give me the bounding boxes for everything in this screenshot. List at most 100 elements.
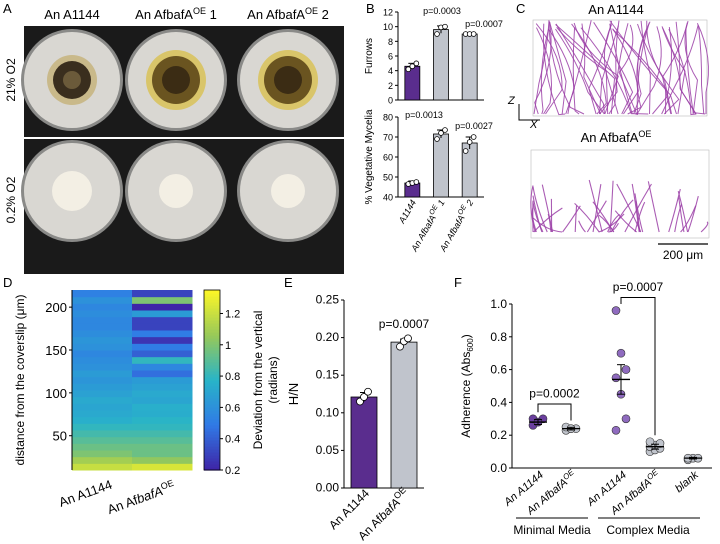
heatmap-cell	[72, 450, 133, 458]
y-tick-label: 4	[388, 66, 393, 76]
fiber	[555, 28, 605, 115]
colorbar-segment	[204, 305, 220, 309]
y-tick-label: 100	[45, 386, 67, 401]
heatmap-cell	[132, 396, 193, 404]
colorbar-segment	[204, 338, 220, 342]
colorbar-segment	[204, 317, 220, 321]
heatmap-cell	[132, 390, 193, 398]
data-point	[466, 139, 473, 145]
heatmap-cell	[72, 323, 133, 331]
heatmap-cell	[72, 350, 133, 358]
colorbar-segment	[204, 443, 220, 447]
colorbar-segment	[204, 290, 220, 294]
plate-2-2	[125, 140, 227, 242]
fiber	[612, 29, 667, 115]
colorbar-segment	[204, 335, 220, 339]
data-point	[621, 414, 631, 424]
panel-label-a: A	[3, 1, 12, 16]
fiber	[668, 28, 697, 116]
heatmap-cell	[72, 436, 133, 444]
colorbar-segment	[204, 314, 220, 318]
heatmap-cell	[132, 430, 193, 438]
fiber	[652, 27, 672, 115]
y-tick-label: 80	[383, 113, 393, 123]
heatmap-cell	[132, 303, 193, 311]
heatmap-cell	[72, 396, 133, 404]
colorbar-segment	[204, 419, 220, 423]
heatmap-cell	[72, 456, 133, 464]
heatmap-cell	[72, 430, 133, 438]
plate-2-1	[21, 140, 123, 242]
colorbar-segment	[204, 407, 220, 411]
fiber	[627, 28, 648, 115]
panel-label-e: E	[284, 275, 293, 290]
heatmap-cell	[132, 363, 193, 371]
y-tick-label: 0.0	[490, 461, 507, 475]
heatmap-cell	[132, 356, 193, 364]
colorbar-segment	[204, 428, 220, 432]
y-tick-label: 50	[53, 429, 67, 444]
fiber	[532, 217, 563, 233]
y-tick-label: 0.05	[316, 443, 340, 457]
heatmap-cell	[132, 290, 193, 298]
heatmap-cell	[132, 370, 193, 378]
heatmap-cell	[132, 383, 193, 391]
colorbar-segment	[204, 431, 220, 435]
y-tick-label: 0.6	[490, 363, 507, 377]
strain-title-1: An A1144	[44, 7, 99, 22]
colorbar-segment	[204, 422, 220, 426]
heatmap-cell	[72, 403, 133, 411]
heatmap-cell	[72, 343, 133, 351]
colorbar-segment	[204, 467, 220, 471]
y-tick-label: 70	[383, 133, 393, 143]
f-group-label-1: Minimal Media	[513, 523, 591, 537]
colorbar-segment	[204, 296, 220, 300]
colorbar-segment	[204, 461, 220, 465]
heatmap-cell	[132, 456, 193, 464]
heatmap-cell	[72, 390, 133, 398]
panel-a: An A1144 An AfbafAOE 1 An AfbafAOE 2 21%…	[4, 6, 344, 274]
heatmap-cell	[132, 343, 193, 351]
y-tick-label: 0.8	[490, 330, 507, 344]
colorbar-segment	[204, 341, 220, 345]
fiber	[697, 26, 705, 115]
heatmap-cell	[72, 330, 133, 338]
colorbar-segment	[204, 320, 220, 324]
fiber	[609, 23, 633, 115]
bar	[433, 29, 449, 101]
panel-label-b: B	[366, 1, 375, 16]
fiber	[532, 202, 544, 233]
fiber	[603, 24, 619, 115]
colorbar-segment	[204, 371, 220, 375]
colorbar-tick-label: 0.4	[225, 434, 240, 446]
colorbar-segment	[204, 359, 220, 363]
fiber	[636, 26, 662, 115]
f-pvalue-2: p=0.0007	[613, 280, 664, 294]
data-point	[360, 393, 368, 401]
colorbar-segment	[204, 392, 220, 396]
c-title-1: An A1144	[588, 2, 643, 17]
plate-1-2	[125, 29, 227, 131]
colorbar-segment	[204, 362, 220, 366]
heatmap-cell	[132, 336, 193, 344]
fiber	[640, 20, 651, 115]
heatmap-cell	[132, 296, 193, 304]
data-point	[611, 425, 621, 435]
y-tick-label: 0.2	[490, 428, 507, 442]
scale-bar-label: 200 μm	[663, 248, 703, 262]
heatmap-cell	[72, 443, 133, 451]
panel-c: An A1144 Z X An AfbafAOE 200 μm	[507, 2, 710, 262]
fiber	[674, 204, 683, 233]
panel-label-f: F	[454, 275, 462, 290]
e-pvalue: p=0.0007	[379, 317, 430, 331]
colorbar-segment	[204, 449, 220, 453]
colorbar-segment	[204, 350, 220, 354]
fiber	[574, 202, 600, 233]
fiber	[532, 195, 543, 233]
heatmap-cell	[72, 463, 133, 471]
y-tick-label: 0.20	[316, 330, 340, 344]
colorbar-segment	[204, 323, 220, 327]
colorbar-segment	[204, 299, 220, 303]
colorbar-segment	[204, 377, 220, 381]
